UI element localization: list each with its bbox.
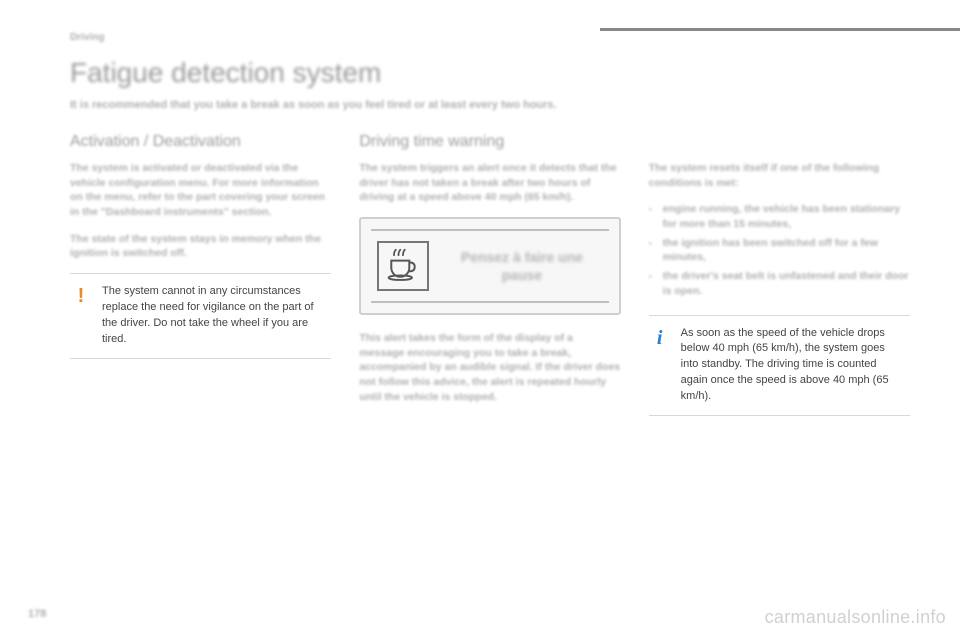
columns: Activation / Deactivation The system is … bbox=[70, 133, 910, 417]
display-message: Pensez à faire une pause bbox=[441, 248, 602, 284]
display-line-2: pause bbox=[502, 267, 542, 283]
reset-list: engine running, the vehicle has been sta… bbox=[649, 202, 910, 298]
page-title: Fatigue detection system bbox=[70, 57, 910, 89]
header-rule bbox=[600, 28, 960, 31]
reset-intro: The system resets itself if one of the f… bbox=[649, 161, 910, 190]
column-reset: The system resets itself if one of the f… bbox=[649, 133, 910, 417]
driving-time-text-1: The system triggers an alert once it det… bbox=[359, 161, 620, 205]
watermark: carmanualsonline.info bbox=[765, 607, 946, 628]
driving-time-text-2: This alert takes the form of the display… bbox=[359, 331, 620, 404]
info-icon: i bbox=[649, 328, 671, 348]
driving-time-heading: Driving time warning bbox=[359, 133, 620, 151]
activation-heading: Activation / Deactivation bbox=[70, 133, 331, 151]
exclamation-icon: ! bbox=[70, 286, 92, 306]
display-line-1: Pensez à faire une bbox=[461, 249, 583, 265]
coffee-cup-icon bbox=[377, 241, 429, 291]
list-item: the driver's seat belt is unfastened and… bbox=[649, 269, 910, 298]
list-item: the ignition has been switched off for a… bbox=[649, 236, 910, 265]
activation-text-1: The system is activated or deactivated v… bbox=[70, 161, 331, 220]
column-driving-time: Driving time warning The system triggers… bbox=[359, 133, 620, 417]
page-number: 178 bbox=[28, 608, 46, 620]
column-activation: Activation / Deactivation The system is … bbox=[70, 133, 331, 417]
warning-callout: ! The system cannot in any circumstances… bbox=[70, 273, 331, 359]
info-text: As soon as the speed of the vehicle drop… bbox=[681, 326, 904, 406]
display-inner: Pensez à faire une pause bbox=[371, 229, 608, 303]
dashboard-display: Pensez à faire une pause bbox=[359, 217, 620, 315]
section-label: Driving bbox=[70, 32, 910, 43]
warning-text: The system cannot in any circumstances r… bbox=[102, 284, 325, 348]
intro-text: It is recommended that you take a break … bbox=[70, 99, 910, 111]
list-item: engine running, the vehicle has been sta… bbox=[649, 202, 910, 231]
page-content: Driving Fatigue detection system It is r… bbox=[0, 0, 960, 437]
activation-text-2: The state of the system stays in memory … bbox=[70, 232, 331, 261]
info-callout: i As soon as the speed of the vehicle dr… bbox=[649, 315, 910, 417]
